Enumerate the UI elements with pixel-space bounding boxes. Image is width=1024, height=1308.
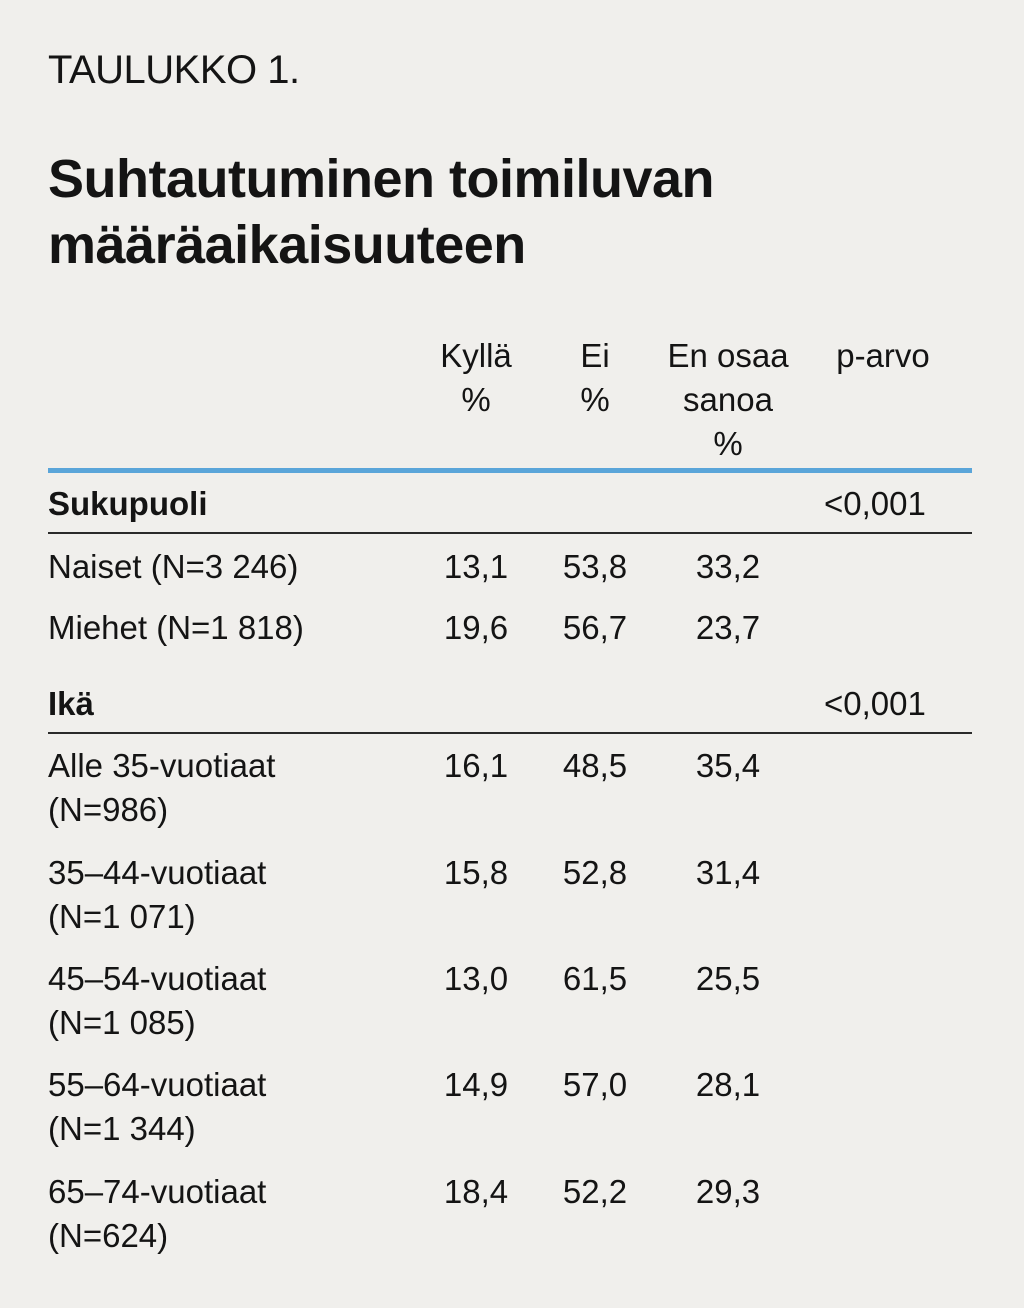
row-label-line: (N=1 085) bbox=[48, 1004, 196, 1041]
cell-ei: 56,7 bbox=[562, 609, 628, 646]
row-label-line: 35–44-vuotiaat bbox=[48, 854, 267, 891]
cell-kylla: 13,0 bbox=[443, 960, 509, 997]
column-header-p-arvo: p-arvo bbox=[818, 334, 948, 378]
row-label-line: Miehet (N=1 818) bbox=[48, 609, 304, 646]
row-label-line: (N=624) bbox=[48, 1217, 169, 1254]
column-header-line: sanoa bbox=[683, 381, 773, 418]
column-header-line: % bbox=[461, 381, 491, 418]
cell-ei: 57,0 bbox=[562, 1066, 628, 1103]
row-label-line: (N=1 071) bbox=[48, 898, 196, 935]
cell-ei: 52,2 bbox=[562, 1173, 628, 1210]
row-label: 45–54-vuotiaat (N=1 085) bbox=[48, 957, 408, 1045]
section-name: Ikä bbox=[48, 685, 94, 722]
column-header-line: Ei bbox=[580, 337, 610, 374]
cell-ei: 48,5 bbox=[562, 747, 628, 784]
column-header-line: % bbox=[713, 425, 743, 462]
column-header-kylla: Kyllä % bbox=[426, 334, 526, 422]
section-p-value: <0,001 bbox=[824, 685, 926, 722]
row-label: 35–44-vuotiaat (N=1 071) bbox=[48, 851, 408, 939]
section-p-value: <0,001 bbox=[824, 485, 926, 522]
row-label: Naiset (N=3 246) bbox=[48, 545, 408, 589]
section-name: Sukupuoli bbox=[48, 485, 208, 522]
title-line-1: Suhtautuminen toimiluvan bbox=[48, 149, 715, 209]
table-title: Suhtautuminen toimiluvan määräaikaisuute… bbox=[48, 146, 715, 278]
row-label-line: 45–54-vuotiaat bbox=[48, 960, 267, 997]
cell-kylla: 16,1 bbox=[443, 747, 509, 784]
row-label-line: (N=1 344) bbox=[48, 1110, 196, 1147]
cell-en-osaa-sanoa: 23,7 bbox=[695, 609, 761, 646]
cell-kylla: 18,4 bbox=[443, 1173, 509, 1210]
cell-kylla: 14,9 bbox=[443, 1066, 509, 1103]
row-label-line: Naiset (N=3 246) bbox=[48, 548, 299, 585]
cell-ei: 61,5 bbox=[562, 960, 628, 997]
section-divider bbox=[48, 732, 972, 734]
cell-kylla: 13,1 bbox=[443, 548, 509, 585]
cell-en-osaa-sanoa: 28,1 bbox=[695, 1066, 761, 1103]
row-label: 65–74-vuotiaat (N=624) bbox=[48, 1170, 408, 1258]
cell-kylla: 19,6 bbox=[443, 609, 509, 646]
column-header-line: % bbox=[580, 381, 610, 418]
column-header-ei: Ei % bbox=[545, 334, 645, 422]
row-label-line: 55–64-vuotiaat bbox=[48, 1066, 267, 1103]
cell-ei: 52,8 bbox=[562, 854, 628, 891]
row-label-line: 65–74-vuotiaat bbox=[48, 1173, 267, 1210]
cell-en-osaa-sanoa: 25,5 bbox=[695, 960, 761, 997]
cell-en-osaa-sanoa: 29,3 bbox=[695, 1173, 761, 1210]
column-header-en-osaa-sanoa: En osaa sanoa % bbox=[658, 334, 798, 466]
row-label-line: (N=986) bbox=[48, 791, 169, 828]
column-header-line: En osaa bbox=[667, 337, 789, 374]
data-table: Kyllä % Ei % En osaa sanoa % p-arvo Suku… bbox=[48, 0, 972, 1308]
table-label: TAULUKKO 1. bbox=[48, 48, 300, 92]
cell-ei: 53,8 bbox=[562, 548, 628, 585]
column-header-line: p-arvo bbox=[836, 337, 930, 374]
section-divider bbox=[48, 532, 972, 534]
section-header-sukupuoli: Sukupuoli <0,001 bbox=[48, 482, 972, 526]
title-line-2: määräaikaisuuteen bbox=[48, 215, 526, 275]
header-divider bbox=[48, 468, 972, 473]
row-label: Miehet (N=1 818) bbox=[48, 606, 408, 650]
cell-en-osaa-sanoa: 35,4 bbox=[695, 747, 761, 784]
section-header-ika: Ikä <0,001 bbox=[48, 682, 972, 726]
row-label: 55–64-vuotiaat (N=1 344) bbox=[48, 1063, 408, 1151]
row-label: Alle 35-vuotiaat (N=986) bbox=[48, 744, 408, 832]
cell-en-osaa-sanoa: 31,4 bbox=[695, 854, 761, 891]
cell-en-osaa-sanoa: 33,2 bbox=[695, 548, 761, 585]
column-header-line: Kyllä bbox=[440, 337, 512, 374]
cell-kylla: 15,8 bbox=[443, 854, 509, 891]
row-label-line: Alle 35-vuotiaat bbox=[48, 747, 276, 784]
